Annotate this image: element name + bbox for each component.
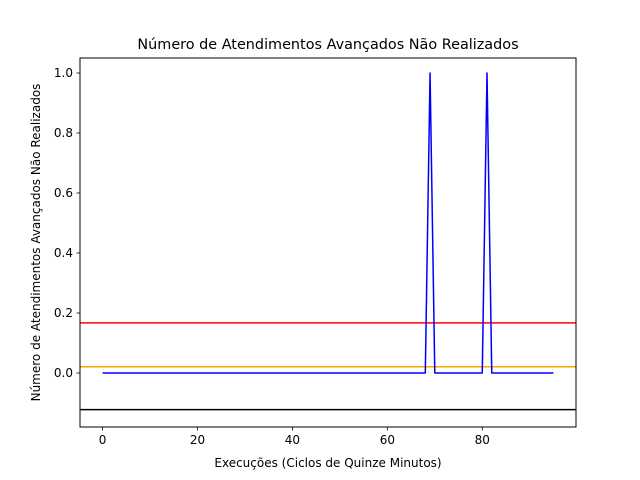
y-tick-label: 0.6: [54, 186, 73, 200]
plot-area: [80, 72, 576, 411]
y-tick-label: 0.2: [54, 306, 73, 320]
y-tick-label: 0.8: [54, 126, 73, 140]
y-axis: 0.0 0.2 0.4 0.6 0.8 1.0: [54, 66, 80, 380]
x-tick-label: 60: [380, 433, 395, 447]
series-line-1: [102, 72, 554, 374]
x-tick-label: 0: [99, 433, 107, 447]
x-tick-label: 80: [475, 433, 490, 447]
y-tick-label: 0.4: [54, 246, 73, 260]
x-tick-label: 20: [190, 433, 205, 447]
y-axis-label: Número de Atendimentos Avançados Não Rea…: [29, 84, 43, 402]
x-tick-label: 40: [285, 433, 300, 447]
chart-title: Número de Atendimentos Avançados Não Rea…: [137, 37, 518, 53]
y-tick-label: 1.0: [54, 66, 73, 80]
x-axis: 0 20 40 60 80: [99, 427, 490, 447]
plot-frame: [79, 57, 577, 428]
y-tick-label: 0.0: [54, 366, 73, 380]
x-axis-label: Execuções (Ciclos de Quinze Minutos): [214, 456, 441, 470]
